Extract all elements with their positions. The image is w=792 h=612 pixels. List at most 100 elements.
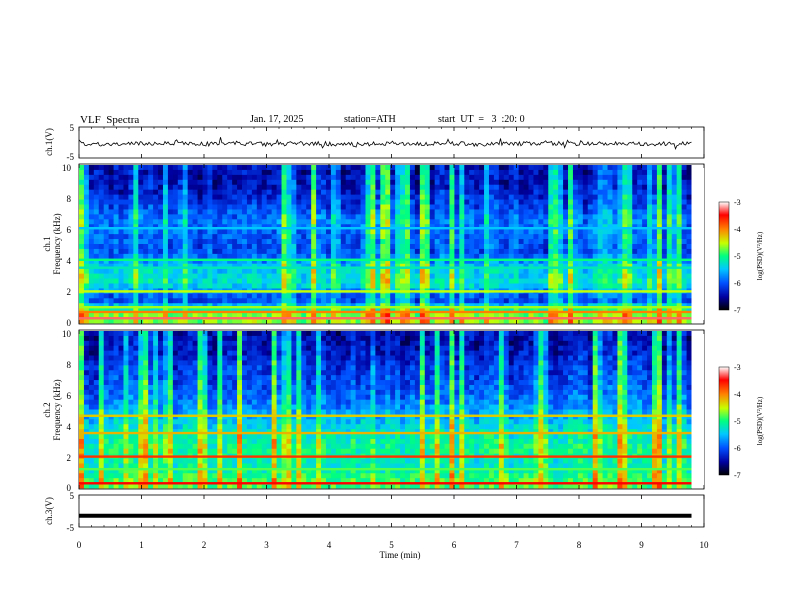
spectrogram-cell [454, 345, 460, 352]
spectrogram-cell [469, 169, 475, 176]
spectrogram-cell [538, 298, 544, 304]
spectrogram-cell [187, 268, 194, 275]
spectrogram-cell [133, 298, 139, 304]
spectrogram-cell [508, 194, 515, 200]
spectrogram-cell [612, 345, 618, 352]
spectrogram-cell [113, 239, 119, 245]
spectrogram-cell [479, 239, 485, 245]
spectrogram-cell [558, 331, 564, 337]
spectrogram-cell [217, 253, 223, 260]
spectrogram-cell [592, 204, 599, 210]
spectrogram-cell [128, 273, 134, 279]
spectrogram-cell [656, 174, 663, 181]
spectrogram-cell [676, 360, 683, 366]
spectrogram-cell [419, 303, 426, 309]
spectrogram-cell [449, 244, 455, 250]
spectrogram-cell [642, 224, 648, 230]
spectrogram-cell [661, 224, 668, 230]
spectrogram-cell [409, 184, 416, 191]
spectrogram-cell [360, 278, 366, 284]
spectrogram-cell [242, 174, 248, 181]
spectrogram-cell [597, 199, 603, 205]
spectrogram-cell [222, 174, 228, 181]
spectrogram-cell [167, 219, 174, 225]
spectrogram-cell [528, 283, 534, 289]
spectrogram-cell [222, 278, 228, 284]
spectrogram-cell [533, 219, 539, 225]
spectrogram-cell [355, 189, 361, 196]
spectrogram-cell [587, 199, 594, 205]
spectrogram-cell [553, 273, 559, 279]
spectrogram-cell [202, 293, 208, 299]
spectrogram-cell [508, 283, 515, 289]
spectrogram-cell [266, 214, 273, 220]
spectrogram-cell [622, 214, 628, 220]
spectrogram-cell [409, 331, 416, 337]
spectrogram-cell [128, 313, 134, 319]
spectrogram-cell [187, 189, 194, 196]
spectrogram-cell [286, 331, 292, 337]
spectrogram-cell [93, 335, 100, 342]
spectrogram-cell [93, 258, 100, 265]
spectrogram-cell [656, 239, 663, 245]
spectrogram-cell [498, 219, 505, 225]
spectrogram-cell [686, 219, 692, 225]
spectrogram-cell [365, 331, 371, 337]
spectrogram-cell [103, 365, 110, 371]
spectrogram-cell [256, 234, 263, 240]
spectrogram-cell [162, 268, 169, 275]
spectrogram-cell [330, 244, 337, 250]
spectrogram-cell [251, 214, 258, 220]
spectrogram-cell [370, 248, 376, 255]
spectrogram-cell [479, 350, 485, 356]
spectrogram-cell [656, 248, 663, 255]
spectrogram-cell [528, 313, 534, 319]
spectrogram-cell [128, 283, 134, 289]
spectrogram-cell [172, 189, 179, 196]
spectrogram-cell [607, 199, 613, 205]
spectrogram-cell [212, 253, 218, 260]
spectrogram-cell [553, 293, 559, 299]
spectrogram-cell [321, 273, 327, 279]
spectrogram-cell [488, 253, 495, 260]
spectrogram-cell [444, 214, 450, 220]
spectrogram-cell [484, 273, 490, 279]
spectrogram-cell [395, 253, 401, 260]
spectrogram-cell [444, 273, 450, 279]
spectrogram-cell [563, 199, 569, 205]
spectrogram-cell [153, 365, 159, 371]
spectrogram-cell [143, 184, 149, 191]
spectrogram-cell [508, 169, 515, 176]
spectrogram-cell [543, 365, 549, 371]
spectrogram-cell [167, 293, 174, 299]
spectrogram-cell [553, 318, 559, 324]
spectrogram-cell [454, 258, 460, 265]
spectrogram-cell [419, 165, 426, 171]
spectrogram-cell [143, 169, 149, 176]
spectrogram-cell [395, 209, 401, 215]
spectrogram-cell [513, 303, 520, 309]
spectrogram-cell [464, 258, 470, 265]
spectrogram-cell [607, 331, 613, 337]
spectrogram-cell [217, 214, 223, 220]
spectrogram-cell [666, 184, 673, 191]
spectrogram-cell [167, 169, 174, 176]
spectrogram-cell [380, 313, 386, 319]
spectrogram-cell [469, 303, 475, 309]
spectrogram-cell [533, 165, 539, 171]
spectrogram-cell [503, 214, 510, 220]
spectrogram-cell [429, 253, 436, 260]
spectrogram-cell [563, 313, 569, 319]
spectrogram-cell [484, 194, 490, 200]
spectrogram-cell [316, 194, 322, 200]
spectrogram-cell [469, 318, 475, 324]
spectrogram-cell [167, 209, 174, 215]
spectrogram-cell [128, 214, 134, 220]
spectrogram-cell [439, 303, 445, 309]
spectrogram-cell [306, 184, 312, 191]
spectrogram-cell [340, 234, 347, 240]
spectrogram-cell [508, 293, 515, 299]
spectrogram-cell [128, 189, 134, 196]
spectrogram-cell [533, 298, 539, 304]
spectrogram-cell [79, 365, 85, 371]
